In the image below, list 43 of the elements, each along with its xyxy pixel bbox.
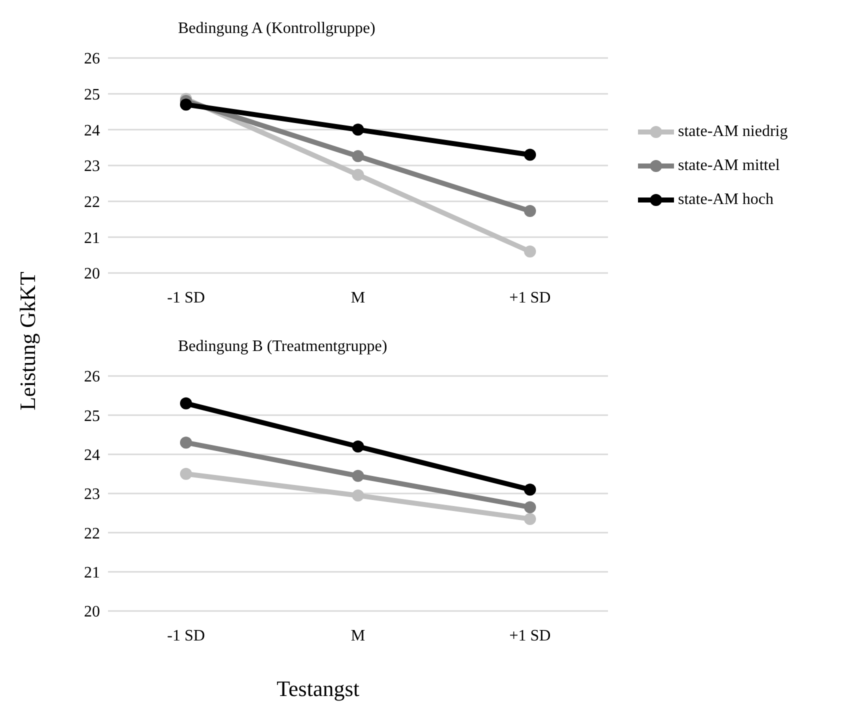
point (352, 168, 364, 181)
point (180, 98, 192, 111)
point (524, 512, 536, 525)
point (524, 205, 536, 218)
x-axis-title: Testangst (276, 676, 360, 702)
x-tick-label: -1 SD (167, 289, 205, 306)
legend-label: state-AM mittel (678, 157, 780, 175)
point (352, 489, 364, 502)
y-tick-label: 25 (84, 408, 100, 425)
point (352, 470, 364, 482)
y-tick-label: 24 (84, 447, 100, 464)
x-tick-label: -1 SD (167, 627, 205, 644)
point (524, 484, 536, 496)
point (180, 436, 192, 449)
y-tick-label: 23 (84, 158, 100, 176)
point (180, 468, 192, 480)
point (524, 148, 536, 161)
y-tick-label: 20 (84, 604, 100, 621)
legend-label: state-AM niedrig (678, 123, 788, 141)
y-tick-label: 24 (84, 122, 100, 140)
chart-title: Bedingung B (Treatmentgruppe) (178, 338, 388, 357)
y-tick-label: 21 (84, 230, 100, 247)
y-tick-label: 20 (84, 266, 100, 283)
y-tick-label: 26 (84, 50, 100, 68)
y-tick-label: 22 (84, 525, 100, 542)
y-tick-label: 26 (84, 368, 100, 386)
y-axis-title: Leistung GkKT (15, 270, 41, 412)
y-tick-label: 23 (84, 486, 100, 504)
point (352, 150, 364, 162)
x-tick-label: M (350, 627, 366, 644)
point (180, 397, 192, 410)
x-tick-label: +1 SD (509, 627, 551, 644)
y-tick-label: 22 (84, 194, 100, 212)
y-tick-label: 21 (84, 564, 100, 582)
chart-title: Bedingung A (Kontrollgruppe) (178, 20, 376, 39)
x-tick-label: M (350, 289, 366, 306)
point (524, 246, 536, 258)
y-tick-label: 25 (84, 86, 100, 104)
point (524, 501, 536, 514)
legend-label: state-AM hoch (678, 191, 774, 209)
point (352, 124, 364, 136)
point (352, 440, 364, 452)
x-tick-label: +1 SD (509, 289, 551, 306)
